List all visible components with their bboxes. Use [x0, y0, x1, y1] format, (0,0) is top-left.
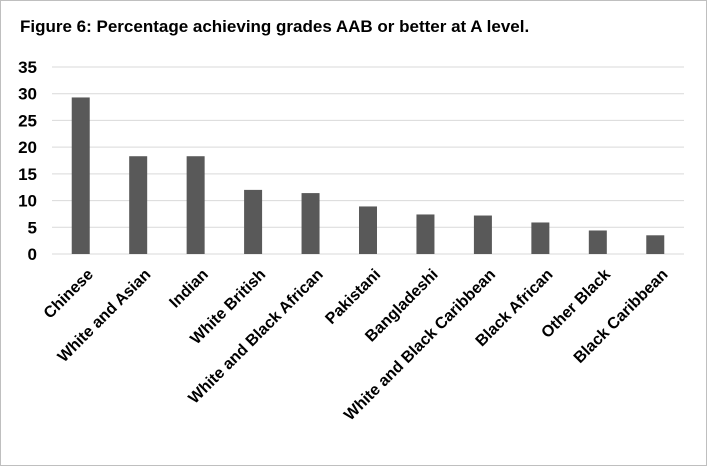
bar [646, 235, 665, 254]
y-tick-label: 5 [28, 218, 37, 237]
y-tick-label: 35 [18, 58, 37, 77]
bar [71, 97, 90, 254]
x-tick-label: Pakistani [322, 266, 384, 328]
y-tick-label: 25 [18, 111, 37, 130]
y-tick-label: 15 [18, 165, 37, 184]
bar [531, 222, 550, 254]
bar [129, 156, 148, 254]
bars [71, 97, 665, 254]
chart-title: Figure 6: Percentage achieving grades AA… [20, 17, 530, 36]
bar [301, 193, 320, 254]
y-tick-label: 20 [18, 138, 37, 157]
bar [473, 215, 492, 254]
bar [359, 206, 377, 254]
bar [186, 156, 205, 254]
y-axis-ticks: 0 5 10 15 20 25 30 35 [18, 58, 37, 264]
bar [244, 189, 263, 254]
y-tick-label: 0 [28, 245, 37, 264]
bar [416, 214, 435, 254]
x-tick-label: Chinese [41, 266, 97, 322]
y-tick-label: 10 [18, 192, 37, 211]
x-tick-label: Indian [166, 266, 211, 311]
y-tick-label: 30 [18, 85, 37, 104]
bar [588, 230, 607, 254]
